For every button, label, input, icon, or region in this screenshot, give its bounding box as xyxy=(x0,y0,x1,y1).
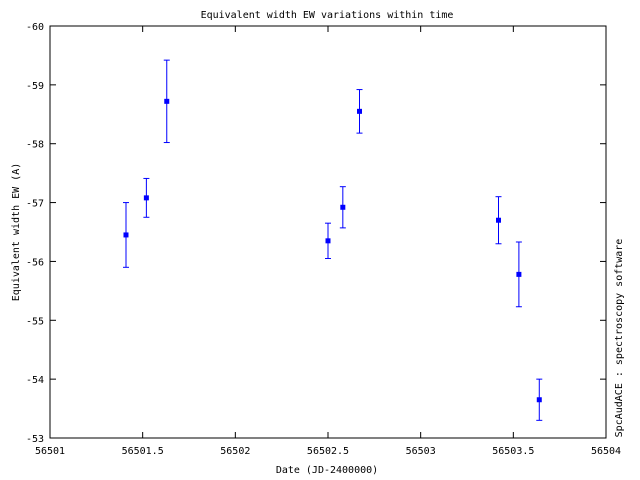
y-tick-label: -55 xyxy=(26,316,44,327)
x-tick-label: 56502.5 xyxy=(307,446,349,457)
x-tick-label: 56502 xyxy=(220,446,250,457)
y-tick-label: -58 xyxy=(26,140,44,151)
y-tick-label: -60 xyxy=(26,22,44,33)
y-tick-label: -57 xyxy=(26,199,44,210)
point-marker xyxy=(340,204,346,210)
point-marker xyxy=(164,98,170,104)
point-marker xyxy=(143,195,149,201)
data-point xyxy=(122,202,129,268)
chart-title: Equivalent width EW variations within ti… xyxy=(201,10,454,21)
x-axis: 56501 56501.5 56502 56502.5 56503 56503.5 5650… xyxy=(35,26,621,457)
y-axis-label: Equivalent width EW (A) xyxy=(11,163,22,301)
data-point xyxy=(515,241,522,308)
data-point xyxy=(356,89,363,134)
y-tick-label: -53 xyxy=(26,434,44,445)
x-tick-label: 56501.5 xyxy=(122,446,164,457)
point-marker xyxy=(123,232,129,238)
y-tick-label: -54 xyxy=(26,375,44,386)
data-point xyxy=(325,222,331,259)
data-point xyxy=(536,378,543,421)
data-points xyxy=(122,59,543,421)
x-tick-label: 56503.5 xyxy=(492,446,534,457)
data-point xyxy=(163,59,170,144)
y-tick-label: -56 xyxy=(26,257,44,268)
software-label: SpcAudACE : spectroscopy software xyxy=(614,239,625,438)
point-marker xyxy=(325,238,331,244)
x-axis-label: Date (JD-2400000) xyxy=(276,465,378,476)
point-marker xyxy=(516,271,522,277)
data-point xyxy=(339,186,346,229)
y-axis: -60 -59 -58 -57 -56 -55 -54 -53 xyxy=(26,22,606,445)
y-tick-label: -59 xyxy=(26,81,44,92)
x-tick-label: 56501 xyxy=(35,446,65,457)
point-marker xyxy=(357,108,363,114)
point-marker xyxy=(536,397,542,403)
point-marker xyxy=(496,217,502,223)
x-tick-label: 56503 xyxy=(406,446,436,457)
x-tick-label: 56504 xyxy=(591,446,621,457)
data-point xyxy=(143,177,150,218)
data-point xyxy=(495,196,502,245)
